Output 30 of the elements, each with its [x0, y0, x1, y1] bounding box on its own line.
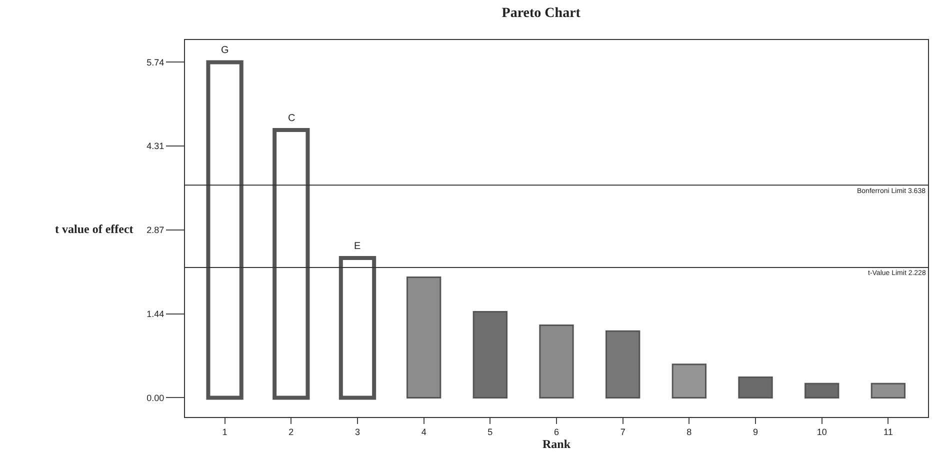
chart-title: Pareto Chart [502, 6, 581, 21]
x-tick-label: 1 [222, 426, 228, 437]
y-tick-label: 0.00 [146, 392, 164, 403]
bar [406, 276, 442, 398]
y-tick-label: 2.87 [146, 225, 164, 236]
y-axis-title: t value of effect [55, 222, 134, 236]
x-tick-label: 2 [288, 426, 294, 437]
x-axis-title: Rank [542, 436, 571, 451]
x-tick-label: 3 [354, 426, 360, 437]
y-tick-label: 5.74 [146, 57, 164, 68]
bar [539, 324, 574, 398]
x-tick-label: 11 [884, 426, 893, 437]
x-tick-label: 9 [753, 426, 758, 437]
x-tick-label: 10 [816, 426, 827, 437]
bar [606, 330, 640, 398]
bar [870, 382, 906, 398]
bar [738, 376, 773, 398]
bar [804, 382, 840, 398]
x-tick-label: 7 [620, 426, 626, 437]
x-tick-label: 8 [686, 426, 692, 437]
annotation: E [354, 241, 361, 252]
x-tick-label: 6 [554, 426, 560, 437]
bar [672, 364, 707, 398]
y-tick-label: 4.31 [146, 141, 164, 152]
x-tick-label: 5 [488, 426, 493, 437]
x-tick-label: 4 [421, 426, 426, 437]
y-tick-label: 1.44 [146, 308, 164, 319]
annotation: G [221, 45, 229, 56]
annotation: C [288, 113, 296, 124]
bar [472, 311, 508, 398]
